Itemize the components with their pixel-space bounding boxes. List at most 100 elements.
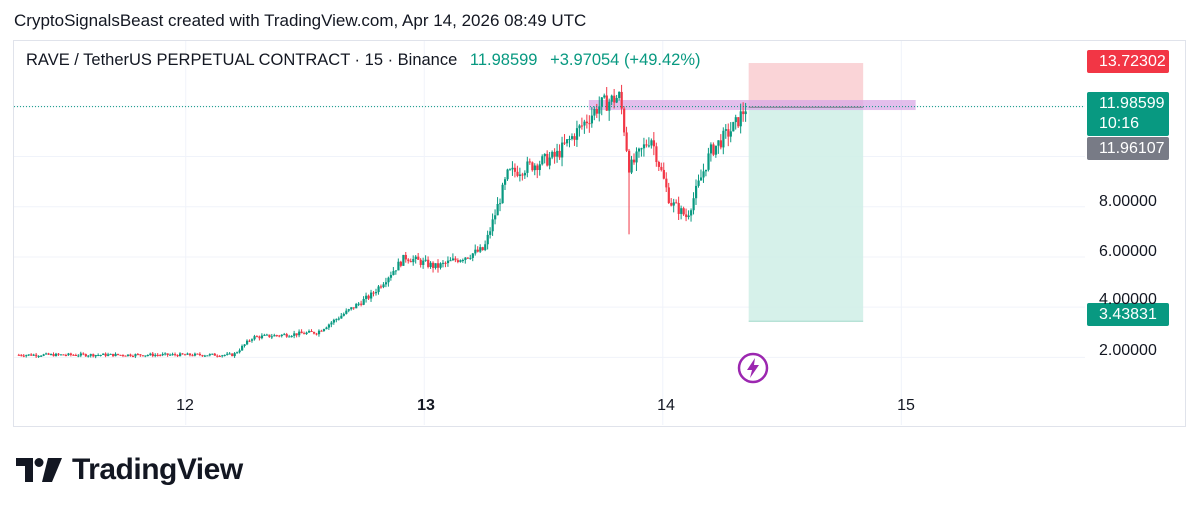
lightning-bolt-icon[interactable] — [737, 352, 769, 384]
x-tick-label: 12 — [176, 397, 194, 414]
candle-body — [146, 355, 149, 357]
candle-body — [628, 150, 631, 173]
candle-body — [345, 310, 348, 314]
x-tick-label: 13 — [417, 397, 435, 414]
candle-body — [119, 354, 122, 356]
candle-body — [379, 286, 383, 288]
candle-body — [186, 353, 189, 355]
candle-body — [432, 262, 435, 268]
y-tick-label: 2.00000 — [1099, 342, 1157, 359]
candle-body — [625, 132, 628, 151]
candle-body — [275, 335, 278, 337]
candle-body — [216, 355, 219, 357]
candle-body — [739, 111, 742, 127]
candle-body — [441, 262, 445, 264]
candle-body — [675, 202, 678, 204]
candle-body — [712, 144, 715, 155]
candle-body — [62, 354, 65, 356]
candle-body — [312, 331, 316, 334]
candle-body — [397, 261, 400, 271]
candle-body — [610, 95, 613, 102]
candle-body — [295, 333, 298, 336]
candle-body — [196, 353, 199, 355]
candle-body — [518, 174, 522, 176]
grid-lines — [14, 41, 1085, 425]
candle-body — [17, 354, 20, 356]
candle-body — [558, 150, 561, 158]
candle-body — [208, 354, 211, 356]
resistance-zone — [588, 100, 916, 111]
candle-body — [97, 354, 100, 356]
candle-body — [722, 130, 725, 148]
candle-body — [121, 354, 125, 356]
candle-body — [22, 355, 25, 357]
candle-body — [320, 330, 323, 332]
candle-body — [144, 355, 147, 357]
candle-body — [357, 303, 360, 305]
candle-body — [526, 161, 529, 173]
candle-body — [104, 353, 107, 356]
candle-body — [159, 354, 162, 356]
candle-body — [377, 286, 380, 293]
candle-body — [580, 125, 584, 127]
candle-body — [531, 162, 534, 171]
candle-body — [737, 117, 740, 127]
candle-body — [176, 355, 179, 357]
candle-body — [489, 231, 492, 235]
candle-body — [570, 136, 574, 139]
candle-body — [191, 355, 194, 357]
candle-body — [680, 208, 683, 214]
candle-body — [337, 318, 340, 320]
candle-body — [114, 353, 117, 357]
candle-body — [590, 115, 594, 124]
candle-body — [285, 334, 288, 337]
candle-body — [303, 333, 306, 335]
candle-body — [288, 336, 291, 338]
candle-body — [124, 355, 127, 357]
candle-body — [308, 331, 311, 333]
candle-body — [613, 95, 616, 103]
candle-body — [717, 140, 720, 146]
candle-body — [20, 354, 23, 356]
candle-body — [553, 151, 556, 157]
candle-body — [412, 259, 415, 263]
candle-body — [273, 335, 276, 337]
candle-body — [335, 319, 338, 321]
candle-body — [151, 353, 154, 356]
y-tick-label: 4.00000 — [1099, 291, 1157, 308]
candle-body — [503, 179, 507, 185]
candle-body — [40, 355, 43, 357]
candle-body — [350, 307, 353, 310]
candle-body — [543, 153, 546, 157]
candle-body — [399, 261, 403, 266]
candle-body — [496, 204, 499, 216]
stop-loss-zone — [748, 63, 864, 108]
candle-body — [243, 344, 246, 346]
candle-body — [141, 355, 145, 357]
candle-body — [414, 256, 417, 260]
candle-body — [67, 353, 70, 356]
candle-body — [310, 331, 313, 333]
candle-body — [660, 166, 663, 170]
candle-body — [657, 161, 660, 167]
candle-body — [652, 140, 656, 147]
candle-body — [327, 324, 331, 328]
candle-body — [74, 355, 78, 357]
tradingview-logo[interactable]: TradingView — [16, 452, 243, 488]
candle-body — [541, 156, 544, 165]
candle-body — [734, 117, 737, 123]
candle-body — [37, 355, 40, 357]
candle-body — [126, 354, 130, 356]
candle-body — [513, 167, 517, 172]
candle-body — [605, 95, 608, 111]
candle-body — [685, 214, 688, 218]
candle-body — [392, 271, 395, 276]
candle-body — [211, 353, 214, 355]
candle-body — [427, 259, 430, 267]
candle-body — [446, 260, 450, 264]
candle-body — [690, 210, 693, 216]
candle-body — [563, 142, 566, 144]
chart-frame — [13, 40, 1186, 427]
candle-body — [578, 125, 581, 129]
